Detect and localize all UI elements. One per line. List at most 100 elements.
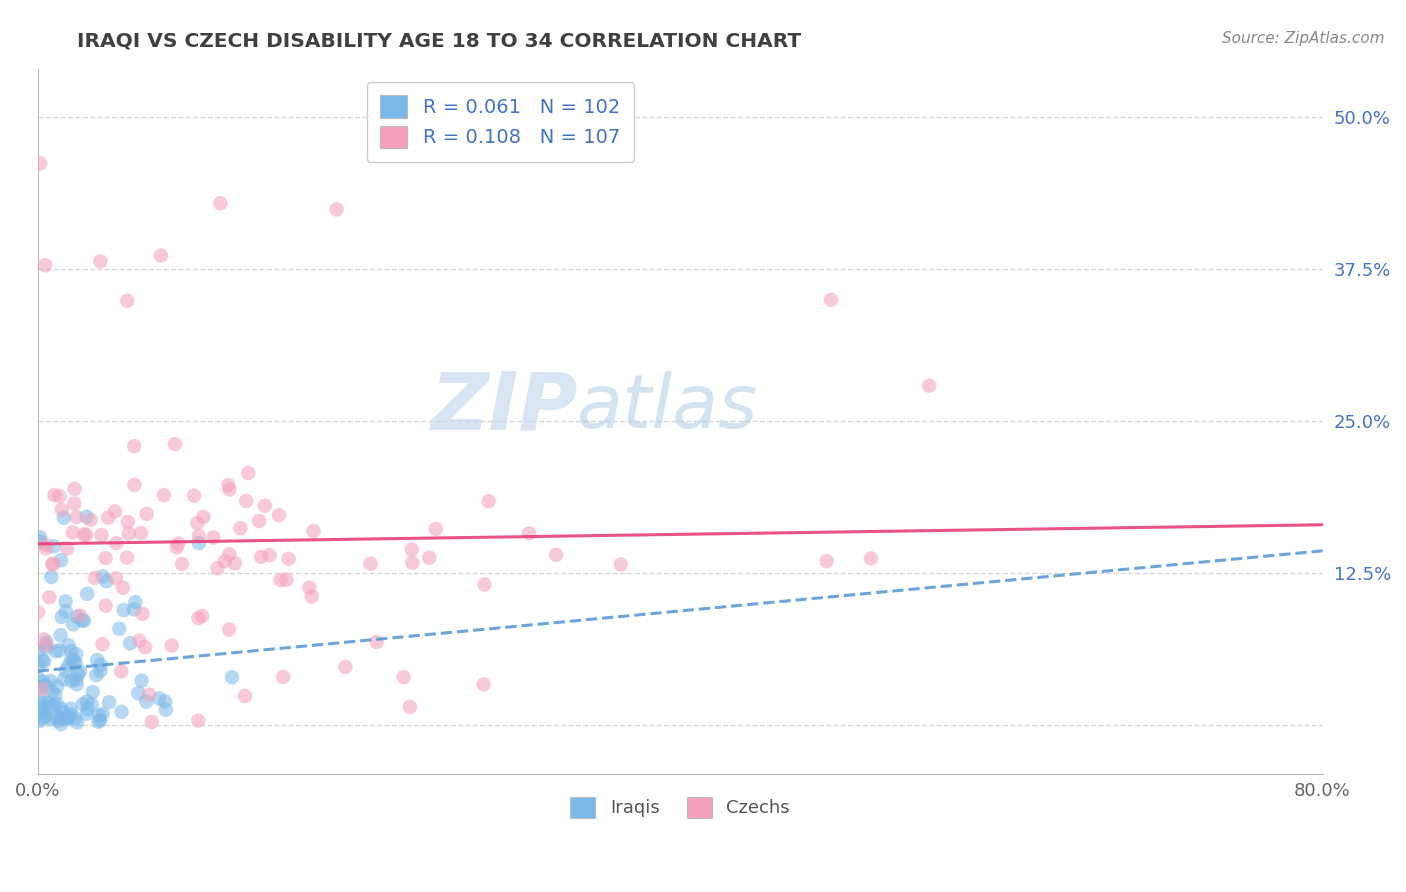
Point [28, 714, 51, 728]
Point [135, 507, 157, 521]
Point [193, 509, 215, 524]
Point [63, 711, 86, 725]
Point [30, 534, 52, 549]
Point [56, 711, 79, 725]
Point [42, 557, 65, 571]
Point [86, 653, 108, 667]
Point [35, 538, 58, 552]
Point [75, 528, 97, 542]
Point [60, 652, 83, 666]
Point [55, 605, 77, 619]
Point [28, 689, 51, 703]
Point [31, 682, 53, 697]
Point [128, 633, 150, 648]
Point [112, 603, 135, 617]
Point [91, 569, 114, 583]
Point [277, 551, 299, 566]
Point [110, 705, 132, 719]
Point [238, 466, 260, 480]
Point [60, 673, 83, 688]
Point [98, 695, 121, 709]
Point [187, 714, 209, 728]
Point [302, 524, 325, 538]
Point [301, 590, 323, 604]
Point [610, 558, 633, 572]
Point [89, 708, 111, 723]
Point [45, 710, 67, 724]
Point [27, 605, 49, 619]
Point [63, 482, 86, 496]
Point [247, 514, 270, 528]
Point [55, 712, 77, 726]
Point [183, 489, 205, 503]
Point [62, 617, 84, 632]
Point [298, 581, 321, 595]
Point [45, 697, 67, 711]
Point [207, 561, 229, 575]
Text: IRAQI VS CZECH DISABILITY AGE 18 TO 34 CORRELATION CHART: IRAQI VS CZECH DISABILITY AGE 18 TO 34 C… [77, 31, 801, 50]
Point [517, 526, 540, 541]
Point [170, 557, 193, 571]
Point [39, 674, 62, 689]
Point [76, 587, 98, 601]
Text: Source: ZipAtlas.com: Source: ZipAtlas.com [1222, 31, 1385, 46]
Point [253, 499, 276, 513]
Point [44, 688, 66, 702]
Point [49, 628, 72, 642]
Point [42, 698, 65, 713]
Point [214, 554, 236, 568]
Point [59, 707, 82, 722]
Point [55, 594, 77, 608]
Point [37, 696, 59, 710]
Point [129, 526, 152, 541]
Point [472, 677, 495, 691]
Point [89, 254, 111, 268]
Point [218, 623, 240, 637]
Point [62, 525, 84, 540]
Point [149, 248, 172, 262]
Point [267, 508, 290, 522]
Point [124, 595, 146, 609]
Point [41, 558, 63, 572]
Point [73, 527, 96, 541]
Point [89, 664, 111, 678]
Point [31, 696, 53, 710]
Point [360, 557, 382, 571]
Point [399, 700, 422, 714]
Point [108, 622, 131, 636]
Point [48, 489, 70, 503]
Point [32, 711, 55, 725]
Point [91, 637, 114, 651]
Point [276, 573, 298, 587]
Point [187, 611, 209, 625]
Point [87, 714, 110, 729]
Point [32, 632, 55, 647]
Point [41, 685, 63, 699]
Point [51, 502, 73, 516]
Point [35, 541, 58, 556]
Point [79, 513, 101, 527]
Point [59, 701, 82, 715]
Point [66, 510, 89, 524]
Point [90, 657, 112, 672]
Point [259, 548, 281, 562]
Point [110, 665, 132, 679]
Point [27, 671, 49, 685]
Point [335, 660, 357, 674]
Point [131, 607, 153, 621]
Point [28, 679, 51, 693]
Point [89, 714, 111, 728]
Point [105, 536, 128, 550]
Point [202, 531, 225, 545]
Point [233, 689, 256, 703]
Point [65, 657, 87, 671]
Point [49, 711, 72, 725]
Point [35, 679, 58, 693]
Text: atlas: atlas [578, 371, 759, 443]
Point [39, 570, 62, 584]
Point [160, 639, 183, 653]
Point [187, 529, 209, 543]
Point [49, 701, 72, 715]
Point [859, 551, 882, 566]
Point [76, 702, 98, 716]
